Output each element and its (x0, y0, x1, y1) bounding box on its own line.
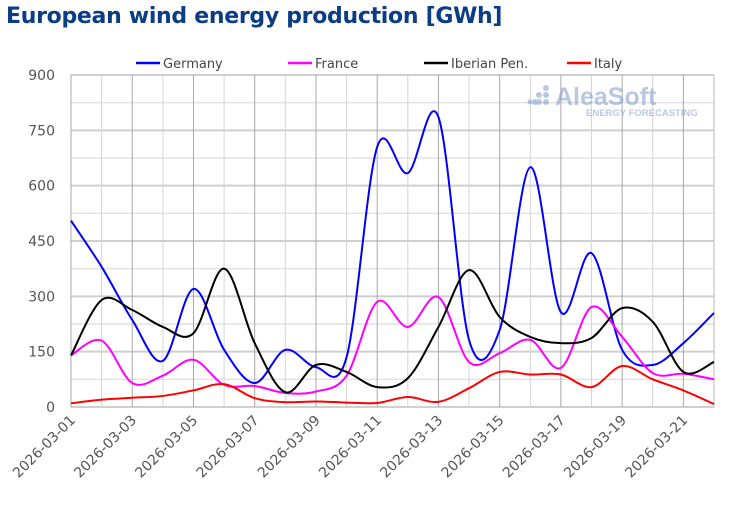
series-line-iberian-pen (70, 267, 715, 394)
y-tick-label: 750 (28, 123, 55, 139)
x-axis: 2026-03-012026-03-032026-03-052026-03-07… (10, 413, 691, 482)
x-tick-label: 2026-03-05 (132, 413, 201, 482)
x-tick-label: 2026-03-13 (377, 413, 446, 482)
x-tick-label: 2026-03-03 (71, 413, 140, 482)
legend-label: Italy (594, 57, 623, 72)
grid (70, 74, 715, 408)
y-tick-label: 300 (28, 289, 55, 305)
legend-item: Germany (136, 57, 223, 72)
legend-label: Germany (163, 57, 223, 72)
chart-title: European wind energy production [GWh] (6, 4, 503, 29)
legend-item: Italy (567, 57, 623, 72)
series-line-italy (70, 365, 715, 405)
y-axis: 0 150 300 450 600 750 900 (28, 68, 55, 416)
x-tick-label: 2026-03-01 (10, 413, 79, 482)
watermark-tagline: ENERGY FORECASTING (586, 108, 698, 119)
legend: Germany France Iberian Pen. Italy (136, 57, 623, 72)
series-line-france (70, 295, 715, 395)
x-tick-label: 2026-03-07 (194, 413, 263, 482)
x-tick-label: 2026-03-11 (316, 413, 385, 482)
y-tick-label: 150 (28, 345, 55, 361)
x-tick-label: 2026-03-09 (255, 413, 324, 482)
legend-item: France (288, 57, 358, 72)
legend-label: France (315, 57, 358, 72)
series-line-germany (70, 110, 715, 385)
y-tick-label: 900 (28, 68, 55, 84)
legend-item: Iberian Pen. (424, 57, 528, 72)
watermark-brand: AleaSoft (555, 83, 657, 111)
x-tick-label: 2026-03-19 (561, 413, 630, 482)
y-tick-label: 450 (28, 234, 55, 250)
aleasoft-watermark: AleaSoft ENERGY FORECASTING (527, 83, 698, 119)
series-lines (70, 110, 715, 405)
x-tick-label: 2026-03-15 (439, 413, 508, 482)
x-tick-label: 2026-03-21 (622, 413, 691, 482)
x-tick-label: 2026-03-17 (500, 413, 569, 482)
legend-label: Iberian Pen. (451, 57, 528, 72)
y-tick-label: 600 (28, 179, 55, 195)
y-tick-label: 0 (46, 400, 55, 416)
